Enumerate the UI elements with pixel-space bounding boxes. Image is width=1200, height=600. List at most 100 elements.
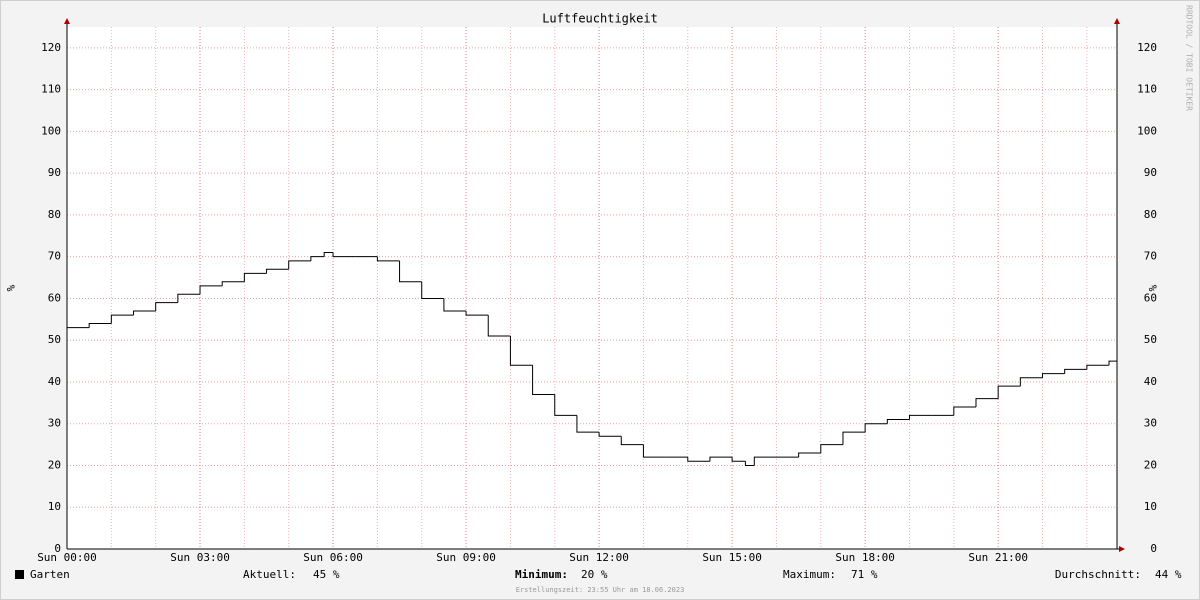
line-step (177, 293, 201, 303)
line-step (155, 302, 178, 311)
x-tick-label: Sun 12:00 (569, 551, 629, 564)
x-tick-label: Sun 15:00 (702, 551, 762, 564)
y2-tick-label: 0 (1150, 542, 1157, 555)
stat-label: Maximum: (783, 568, 836, 581)
x-tick-label: Sun 21:00 (968, 551, 1028, 564)
line-step (399, 260, 422, 283)
line-step (554, 394, 577, 416)
line-step (642, 444, 666, 458)
line-step (243, 272, 267, 282)
legend-label: Garten (30, 568, 70, 581)
line-step (1108, 360, 1117, 366)
legend-swatch (15, 570, 24, 579)
line-step (421, 281, 444, 299)
line-step (842, 431, 866, 445)
line-step (323, 252, 334, 257)
y2-axis-label: % (1146, 285, 1159, 292)
y-tick-label: 120 (41, 41, 61, 54)
line-step (1042, 373, 1065, 378)
y-tick-label: 20 (48, 458, 61, 471)
y-tick-label: 90 (48, 166, 61, 179)
y2-tick-label: 110 (1137, 83, 1157, 96)
stat-value: 71 % (851, 568, 878, 581)
y2-tick-label: 60 (1144, 291, 1157, 304)
y2-tick-label: 90 (1144, 166, 1157, 179)
line-step (133, 310, 156, 316)
arrow (1114, 18, 1120, 24)
line-step (532, 365, 555, 395)
y-tick-label: 80 (48, 208, 61, 221)
y-tick-label: 10 (48, 500, 61, 513)
line-step (199, 285, 223, 295)
line-step (509, 336, 533, 366)
arrow (1119, 546, 1125, 552)
series-line (67, 252, 1117, 466)
line-step (620, 436, 644, 446)
line-step (744, 461, 755, 466)
y2-tick-label: 50 (1144, 333, 1157, 346)
line-step (886, 419, 910, 424)
plot-area (67, 27, 1117, 549)
line-step (1019, 377, 1043, 387)
x-tick-label: Sun 00:00 (37, 551, 97, 564)
stat-value: 45 % (313, 568, 340, 581)
y-tick-label: 50 (48, 333, 61, 346)
x-tick-label: Sun 09:00 (436, 551, 496, 564)
y-tick-label: 40 (48, 375, 61, 388)
y-tick-label: 70 (48, 250, 61, 263)
line-step (310, 256, 325, 261)
x-tick-label: Sun 03:00 (170, 551, 230, 564)
footer: Erstellungszeit: 23:55 Uhr am 18.06.2023 (516, 586, 685, 594)
line-step (288, 260, 311, 270)
line-step (997, 385, 1021, 399)
line-step (953, 406, 976, 416)
x-tick-label: Sun 06:00 (303, 551, 363, 564)
stat-label: Aktuell: (243, 568, 296, 581)
y2-tick-label: 20 (1144, 458, 1157, 471)
y2-tick-label: 100 (1137, 124, 1157, 137)
line-step (753, 456, 777, 466)
y-tick-label: 30 (48, 417, 61, 430)
line-step (731, 457, 746, 462)
line-step (221, 281, 245, 286)
y-tick-label: 110 (41, 83, 61, 96)
arrow (64, 18, 70, 24)
line-step (798, 452, 821, 458)
line-step (88, 322, 112, 328)
line-step (820, 444, 843, 453)
stat-value: 44 % (1155, 568, 1182, 581)
y2-tick-label: 30 (1144, 417, 1157, 430)
line-step (443, 298, 467, 312)
y-axis-label: % (4, 285, 17, 292)
y2-tick-label: 80 (1144, 208, 1157, 221)
x-tick-label: Sun 18:00 (835, 551, 895, 564)
line-step (975, 398, 999, 408)
watermark: RRDTOOL / TOBI OETIKER (1185, 5, 1194, 111)
chart-title: Luftfeuchtigkeit (542, 12, 658, 26)
line-step (465, 310, 489, 316)
y2-tick-label: 70 (1144, 250, 1157, 263)
line-step (598, 432, 622, 437)
stat-value: 20 % (581, 568, 608, 581)
line-step (709, 456, 733, 462)
y-tick-label: 0 (54, 542, 61, 555)
y2-tick-label: 40 (1144, 375, 1157, 388)
line-step (266, 268, 289, 274)
line-step (576, 415, 600, 433)
y-tick-label: 100 (41, 124, 61, 137)
line-step (1064, 368, 1087, 374)
line-step (487, 315, 511, 337)
stat-label: Minimum: (515, 568, 568, 581)
line-step (332, 252, 356, 258)
line-step (687, 457, 710, 462)
y-tick-label: 60 (48, 291, 61, 304)
line-step (110, 314, 134, 324)
line-step (1086, 364, 1110, 370)
y2-tick-label: 10 (1144, 500, 1157, 513)
line-step (864, 423, 888, 433)
line-step (376, 256, 400, 262)
y2-tick-label: 120 (1137, 41, 1157, 54)
stat-label: Durchschnitt: (1055, 568, 1141, 581)
line-step (908, 414, 932, 420)
